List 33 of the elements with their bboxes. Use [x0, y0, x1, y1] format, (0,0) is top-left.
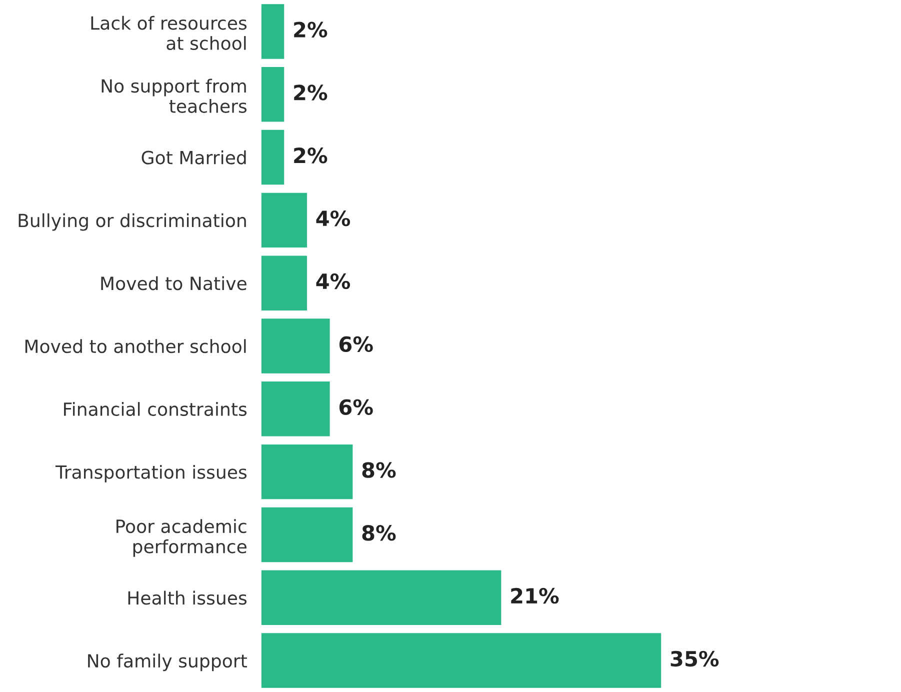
- data-label: 2%: [294, 22, 328, 38]
- bar: [261, 4, 284, 59]
- y-tick-label: No support from teachers: [102, 78, 247, 113]
- y-tick-label: No family support: [88, 654, 247, 672]
- bar: [261, 256, 307, 310]
- bar: [261, 444, 353, 500]
- data-label: 6%: [339, 336, 373, 352]
- bar: [261, 507, 353, 562]
- data-label: 2%: [294, 148, 328, 164]
- data-label: 35%: [670, 650, 719, 667]
- y-tick-label: Got Married: [142, 150, 246, 164]
- bar: [261, 130, 284, 185]
- bar: [261, 318, 330, 374]
- y-tick-label: Health issues: [128, 590, 247, 605]
- data-label: 4%: [316, 273, 350, 290]
- bar: [261, 192, 307, 248]
- y-tick-label: Poor academic performance: [116, 519, 246, 557]
- bar: [261, 67, 284, 122]
- bar: [261, 633, 662, 688]
- data-label: 4%: [316, 210, 350, 226]
- bar: [261, 570, 502, 625]
- y-tick-label: Lack of resources at school: [91, 16, 247, 50]
- y-tick-label: Bullying or discrimination: [18, 213, 246, 231]
- bar: [261, 382, 330, 436]
- data-label: 2%: [294, 84, 328, 100]
- data-label: 8%: [362, 525, 396, 541]
- y-tick-label: Financial constraints: [64, 402, 247, 416]
- y-tick-label: Transportation issues: [55, 464, 247, 482]
- y-tick-label: Moved to another school: [25, 339, 246, 354]
- data-label: 8%: [362, 462, 396, 478]
- data-label: 6%: [339, 399, 373, 415]
- data-label: 21%: [511, 588, 559, 604]
- y-tick-label: Moved to Native: [101, 276, 246, 290]
